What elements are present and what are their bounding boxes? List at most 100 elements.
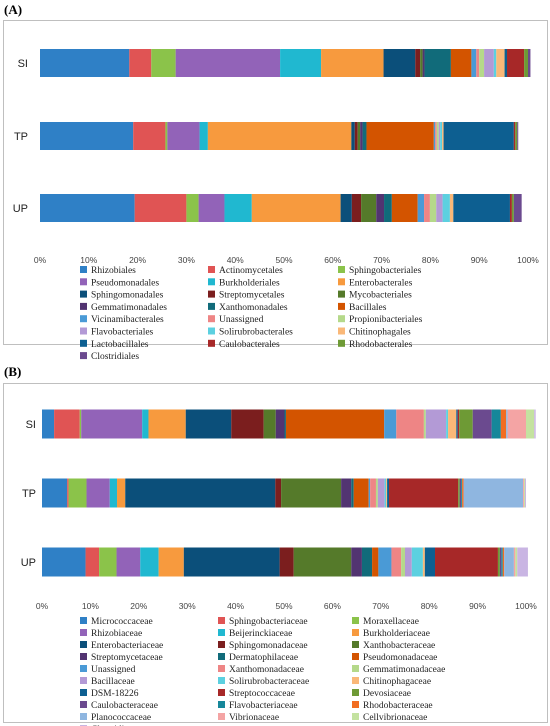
legend-swatch bbox=[80, 352, 87, 360]
bar-segment bbox=[524, 478, 526, 508]
legend-swatch bbox=[218, 653, 225, 660]
bar-segment bbox=[99, 547, 117, 577]
legend-swatch bbox=[352, 617, 359, 624]
legend-swatch bbox=[218, 689, 225, 696]
bar-segment bbox=[378, 547, 392, 577]
bar-segment bbox=[525, 478, 526, 508]
legend-label: Mycobacteriales bbox=[349, 291, 412, 301]
legend-label: Pseudomonadales bbox=[91, 278, 159, 288]
bar-segment bbox=[198, 194, 225, 222]
legend-swatch bbox=[208, 315, 215, 323]
bar-segment bbox=[207, 122, 352, 150]
bar-segment bbox=[513, 122, 516, 150]
legend-label: Actinomycetales bbox=[219, 266, 283, 276]
bar-segment bbox=[251, 194, 341, 222]
bar-segment bbox=[175, 49, 281, 77]
bar-segment bbox=[472, 409, 492, 439]
legend-swatch bbox=[352, 653, 359, 660]
bar-segment bbox=[442, 194, 450, 222]
legend-label: Gemmatimonadaceae bbox=[363, 665, 445, 675]
legend-swatch bbox=[80, 677, 87, 684]
legend-label: Lactobacillales bbox=[91, 340, 149, 350]
legend-label: Unassigned bbox=[219, 315, 264, 325]
legend-swatch bbox=[80, 629, 87, 636]
bar-segment bbox=[183, 547, 280, 577]
legend-label: Rhizobiaceae bbox=[91, 629, 142, 639]
bar-segment bbox=[456, 409, 458, 439]
bar-segment bbox=[384, 409, 397, 439]
x-tick-label: 40% bbox=[227, 255, 244, 265]
legend-label: Unassigned bbox=[91, 665, 136, 675]
bar-segment bbox=[384, 194, 392, 222]
legend-label: Chitinophagaceae bbox=[363, 677, 431, 687]
bar-segment bbox=[40, 122, 134, 150]
legend-label: Clostridiales bbox=[91, 352, 139, 362]
bar-segment bbox=[484, 49, 494, 77]
bar-segment bbox=[443, 122, 514, 150]
bar-segment bbox=[515, 547, 518, 577]
category-label: SI bbox=[26, 419, 36, 431]
bar-segment bbox=[523, 478, 525, 508]
legend-swatch bbox=[352, 641, 359, 648]
legend-swatch bbox=[218, 665, 225, 672]
x-tick-label: 90% bbox=[471, 255, 488, 265]
bar-segment bbox=[417, 194, 425, 222]
bar-segment bbox=[370, 478, 376, 508]
x-tick-label: 30% bbox=[178, 255, 195, 265]
x-tick-label: 0% bbox=[36, 601, 49, 611]
bar-segment bbox=[361, 547, 373, 577]
bar-segment bbox=[462, 478, 464, 508]
legend-label: Gemmatimonadales bbox=[91, 303, 167, 313]
x-tick-label: 40% bbox=[227, 601, 244, 611]
legend-label: Sphingomonadales bbox=[91, 291, 164, 301]
bar-segment bbox=[351, 194, 362, 222]
bar-segment bbox=[284, 409, 286, 439]
bar-segment bbox=[459, 409, 473, 439]
legend-label: Solirubrobacterales bbox=[219, 328, 293, 338]
bar-segment bbox=[275, 478, 282, 508]
bar-segment bbox=[375, 478, 378, 508]
bar-segment bbox=[517, 547, 528, 577]
legend-label: Rhizobiales bbox=[91, 266, 136, 276]
category-label: TP bbox=[14, 131, 28, 143]
bar-segment bbox=[40, 194, 135, 222]
legend-swatch bbox=[338, 315, 345, 323]
bar-segment bbox=[321, 49, 384, 77]
legend-swatch bbox=[218, 629, 225, 636]
bar-segment bbox=[67, 478, 69, 508]
legend-label: Xanthomonadales bbox=[219, 303, 288, 313]
bar-segment bbox=[109, 478, 118, 508]
legend-swatch bbox=[208, 266, 215, 273]
category-label: UP bbox=[21, 557, 36, 569]
x-tick-label: 0% bbox=[34, 255, 47, 265]
legend-swatch bbox=[218, 641, 225, 648]
bar-segment bbox=[415, 49, 421, 77]
panel-b-label: (B) bbox=[4, 364, 22, 379]
bar-segment bbox=[502, 547, 505, 577]
legend-label: Moraxellaceae bbox=[363, 617, 419, 627]
bar-segment bbox=[493, 49, 497, 77]
bar-segment bbox=[422, 547, 425, 577]
bar-segment bbox=[42, 478, 68, 508]
bar-segment bbox=[133, 122, 166, 150]
legend-label: Rhodobacterales bbox=[349, 340, 413, 350]
bar-segment bbox=[424, 194, 430, 222]
legend-swatch bbox=[352, 629, 359, 636]
bar-segment bbox=[450, 49, 472, 77]
legend-swatch bbox=[80, 713, 87, 720]
legend-label: DSM-18226 bbox=[91, 689, 139, 699]
bar-segment bbox=[86, 478, 110, 508]
bar-segment bbox=[497, 547, 500, 577]
bar-segment bbox=[500, 409, 507, 439]
bar-segment bbox=[504, 547, 514, 577]
bar-segment bbox=[357, 122, 361, 150]
legend-label: Chitinophagales bbox=[349, 328, 411, 338]
bar-segment bbox=[501, 547, 503, 577]
legend-label: Devosiaceae bbox=[363, 689, 411, 699]
legend-swatch bbox=[208, 327, 215, 335]
legend-swatch bbox=[80, 290, 87, 298]
bar-segment bbox=[134, 194, 187, 222]
bar-segment bbox=[224, 194, 252, 222]
